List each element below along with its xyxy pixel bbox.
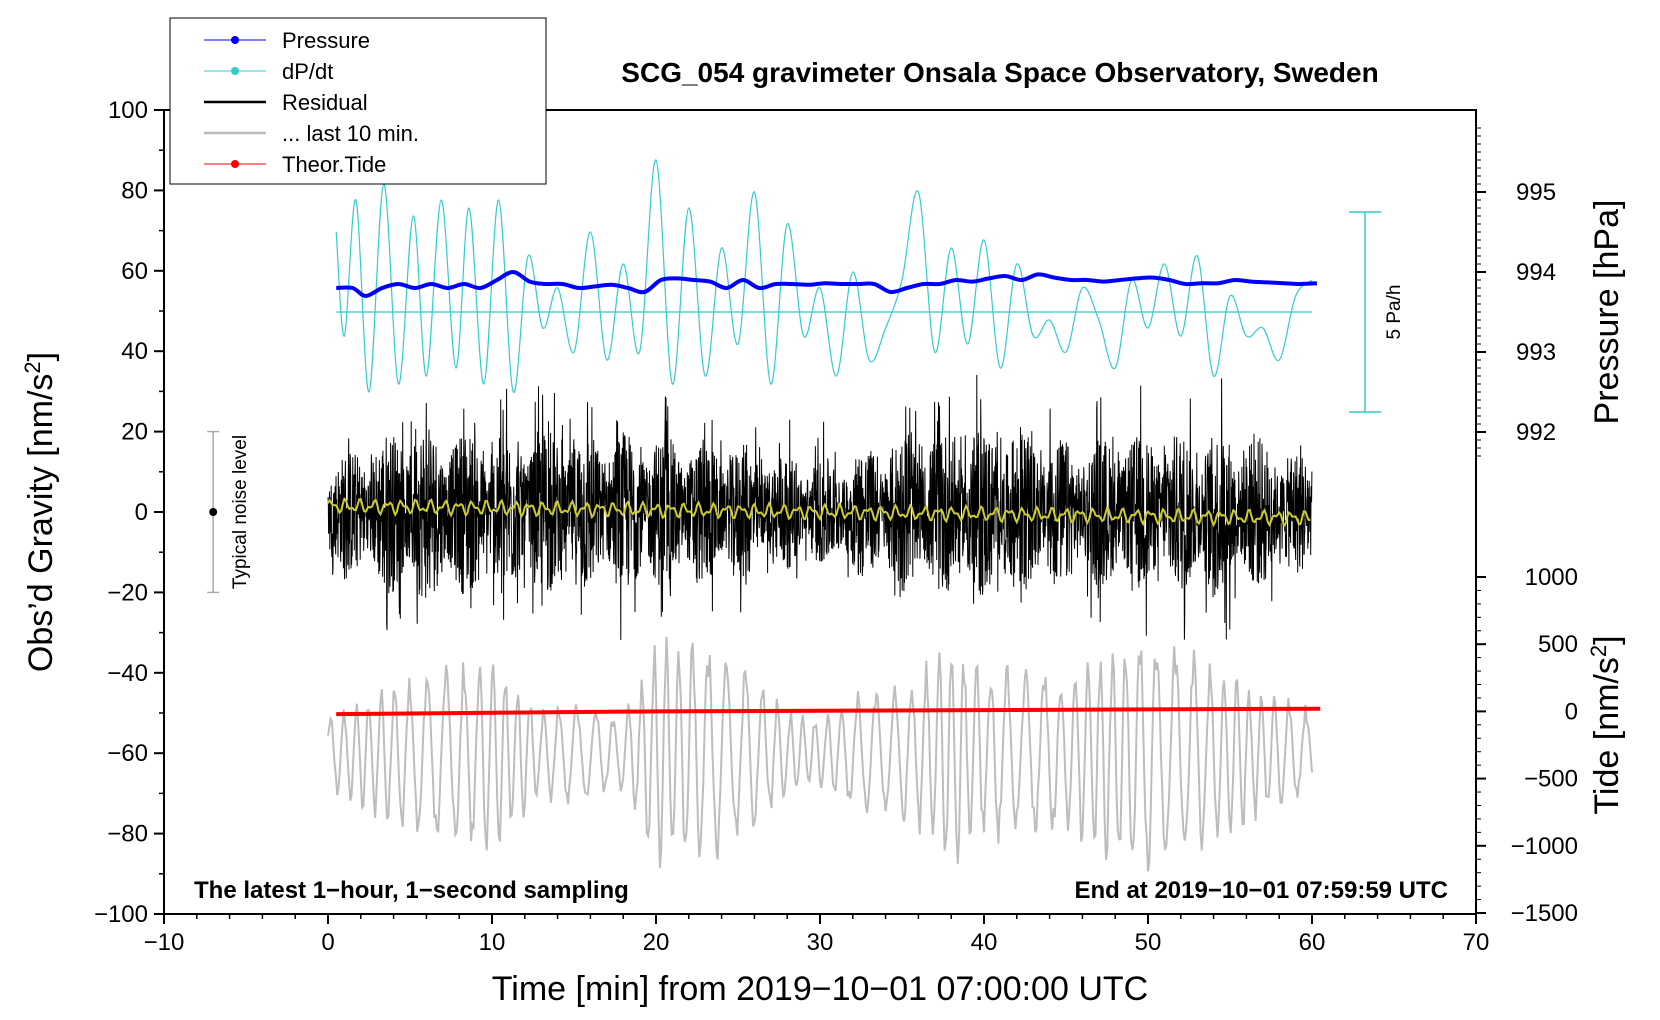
y-tick-label: 80	[121, 177, 148, 204]
pressure-tick-label: 993	[1516, 339, 1556, 366]
series-pressure	[336, 270, 1317, 299]
y-tick-label: 60	[121, 258, 148, 285]
scale-bar	[1349, 211, 1381, 413]
tide-axis-title-sup: 2	[1586, 645, 1611, 657]
x-tick-label: 50	[1135, 929, 1162, 956]
series-layer	[327, 159, 1321, 872]
series-dpdt	[335, 159, 1313, 393]
chart-title: SCG_054 gravimeter Onsala Space Observat…	[621, 57, 1378, 88]
series-theoretical-tide	[336, 706, 1321, 717]
annotation-bottom-left: The latest 1−hour, 1−second sampling	[194, 877, 629, 904]
y-axis-title-left-main: Obs’d Gravity [nm/s	[22, 374, 60, 673]
y-tick-label: 0	[135, 499, 148, 526]
series-last-10-min	[327, 636, 1313, 872]
pressure-tick-label: 994	[1516, 259, 1556, 286]
legend-label: dP/dt	[282, 59, 333, 84]
tide-tick-label: −1500	[1511, 900, 1578, 927]
pressure-tick-label: 992	[1516, 419, 1556, 446]
x-tick-label: 60	[1299, 929, 1326, 956]
pressure-axis-title: Pressure [hPa]	[1588, 200, 1626, 425]
x-axis-title: Time [min] from 2019−10−01 07:00:00 UTC	[492, 970, 1148, 1008]
y-axis-title-left-end: ]	[22, 352, 60, 361]
y-tick-label: −60	[107, 740, 148, 767]
y-axis-title-left: Obs’d Gravity [nm/s2]	[20, 352, 61, 672]
axes-layer: −10 0 10 20 30 40 50 60 70−100−80−60−40−20020406…	[94, 97, 1578, 956]
legend-label: Theor.Tide	[282, 152, 386, 177]
x-tick-label: 0	[321, 929, 334, 956]
x-tick-label: 20	[643, 929, 670, 956]
tide-axis-title: Tide [nm/s2]	[1586, 635, 1627, 814]
tide-tick-label: −1000	[1511, 833, 1578, 860]
series-residual-smoothed	[327, 497, 1311, 528]
tide-tick-label: 0	[1565, 698, 1578, 725]
noise-level-bar	[207, 430, 220, 594]
plot-clip-group	[327, 159, 1321, 872]
legend-marker	[231, 160, 239, 168]
series-residual	[327, 374, 1313, 640]
tide-axis-title-end: ]	[1588, 635, 1626, 644]
pressure-tick-label: 995	[1516, 179, 1556, 206]
x-tick-label: −10	[144, 929, 185, 956]
legend-label: Pressure	[282, 28, 370, 53]
legend-marker	[231, 36, 239, 44]
scale-bar-label: 5 Pa/h	[1384, 285, 1405, 340]
annotation-bottom-right: End at 2019−10−01 07:59:59 UTC	[1074, 877, 1448, 904]
legend-items: Pressure dP/dt Residual ... last 10 min. The…	[204, 28, 419, 177]
y-tick-label: −20	[107, 579, 148, 606]
legend-label: ... last 10 min.	[282, 121, 419, 146]
x-tick-label: 30	[807, 929, 834, 956]
legend-marker	[231, 67, 239, 75]
noise-bar-center-dot	[209, 508, 218, 516]
noise-level-label: Typical noise level	[230, 435, 251, 589]
tide-tick-label: 500	[1538, 631, 1578, 658]
x-tick-label: 70	[1463, 929, 1490, 956]
y-tick-label: −40	[107, 660, 148, 687]
y-tick-label: −80	[107, 821, 148, 848]
x-tick-label: 40	[971, 929, 998, 956]
legend-label: Residual	[282, 90, 368, 115]
y-tick-label: 20	[121, 419, 148, 446]
y-tick-label: 100	[108, 97, 148, 124]
y-tick-label: 40	[121, 338, 148, 365]
y-tick-label: −100	[94, 901, 148, 928]
tide-tick-label: −500	[1524, 766, 1578, 793]
x-tick-label: 10	[479, 929, 506, 956]
tide-axis-title-main: Tide [nm/s	[1588, 657, 1626, 814]
y-axis-title-left-sup: 2	[20, 361, 45, 373]
legend: Pressure dP/dt Residual ... last 10 min. The…	[169, 17, 547, 185]
tide-tick-label: 1000	[1525, 564, 1578, 591]
